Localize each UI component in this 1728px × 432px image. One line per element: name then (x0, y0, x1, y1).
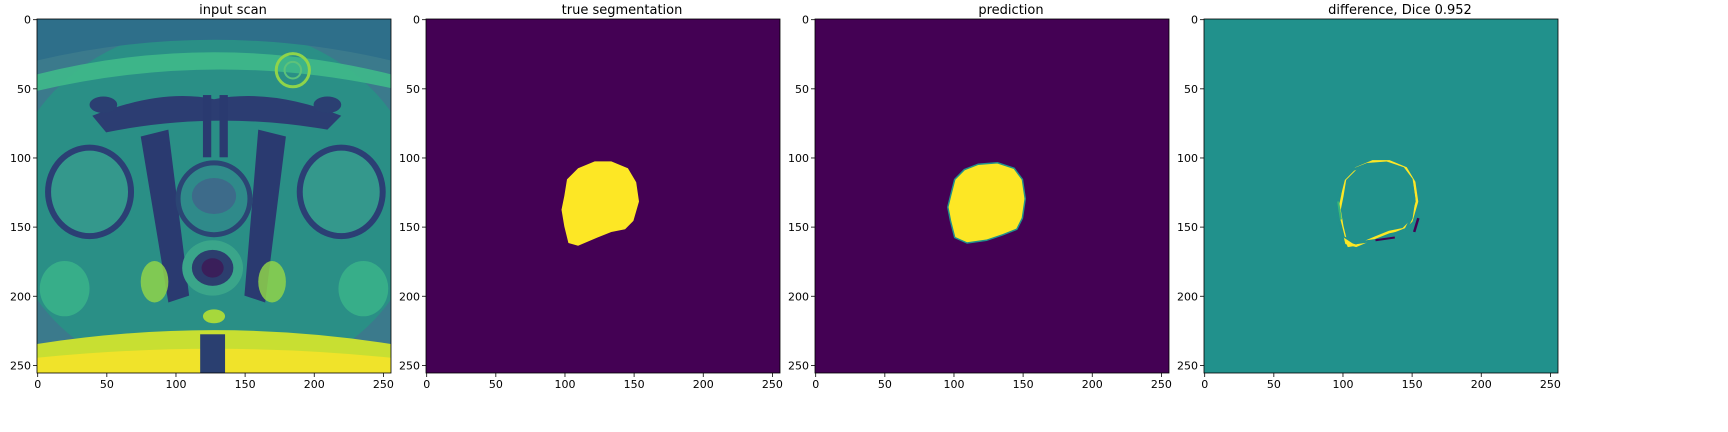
x-tick-label: 50 (878, 378, 892, 391)
x-tick-label: 0 (423, 378, 430, 391)
panel-true-segmentation: true segmentation 0 0 50 50 100 100 150 150 200 2… (389, 0, 819, 432)
y-tick-label: 50 (17, 83, 31, 96)
plot-svg: 0 0 50 50 100 100 150 150 200 200 250 250 (788, 14, 1172, 391)
y-tick-label: 0 (1191, 14, 1198, 27)
x-tick-label: 100 (943, 378, 964, 391)
false-negative-region (1343, 237, 1357, 248)
x-tick-label: 100 (1332, 378, 1353, 391)
panel-prediction: prediction 0 0 50 50 100 100 150 150 200 200 250 25… (778, 0, 1208, 432)
y-tick-label: 150 (399, 221, 420, 234)
y-tick-label: 150 (1177, 221, 1198, 234)
difference-background (1204, 19, 1558, 373)
x-tick-label: 150 (235, 378, 256, 391)
panel-difference: difference, Dice 0.952 0 0 50 50 100 100 150 15… (1167, 0, 1597, 432)
y-tick-label: 0 (802, 14, 809, 27)
y-tick-label: 150 (788, 221, 809, 234)
y-tick-label: 250 (10, 359, 31, 372)
x-tick-label: 150 (1013, 378, 1034, 391)
x-tick-label: 50 (1267, 378, 1281, 391)
plot-frame (425, 18, 781, 374)
x-tick-label: 50 (100, 378, 114, 391)
y-tick-label: 250 (399, 359, 420, 372)
plot-svg: 0 0 50 50 100 100 150 150 200 200 250 250 (1177, 14, 1561, 391)
x-tick-label: 100 (165, 378, 186, 391)
false-positive-segment (1412, 217, 1420, 233)
x-tick-label: 200 (693, 378, 714, 391)
plot-frame (1203, 18, 1559, 374)
y-tick-label: 100 (10, 152, 31, 165)
y-tick-label: 150 (10, 221, 31, 234)
panel-title: difference, Dice 0.952 (1328, 3, 1472, 18)
y-tick-label: 250 (1177, 359, 1198, 372)
x-tick-label: 250 (373, 378, 394, 391)
panel-title: input scan (199, 3, 267, 18)
plot-svg: 0 0 50 50 100 100 150 150 200 200 250 250 (399, 14, 783, 391)
y-tick-label: 200 (399, 290, 420, 303)
x-tick-label: 250 (1540, 378, 1561, 391)
x-tick-label: 100 (554, 378, 575, 391)
x-tick-label: 0 (34, 378, 41, 391)
x-tick-label: 150 (1402, 378, 1423, 391)
y-tick-label: 100 (1177, 152, 1198, 165)
y-tick-label: 50 (1184, 83, 1198, 96)
y-tick-label: 200 (10, 290, 31, 303)
x-tick-label: 200 (304, 378, 325, 391)
overlap-ring (1335, 161, 1416, 245)
x-tick-label: 200 (1082, 378, 1103, 391)
y-tick-label: 250 (788, 359, 809, 372)
x-tick-label: 200 (1471, 378, 1492, 391)
false-positive-segment (1375, 236, 1395, 242)
panel-title: prediction (978, 3, 1044, 18)
plot-svg: 0 0 50 50 100 100 150 150 200 200 250 250 (10, 14, 394, 391)
panel-title: true segmentation (561, 3, 683, 18)
plot-frame (36, 18, 392, 374)
plot-frame (814, 18, 1170, 374)
x-tick-label: 0 (812, 378, 819, 391)
y-tick-label: 50 (795, 83, 809, 96)
x-tick-label: 250 (1151, 378, 1172, 391)
y-tick-label: 0 (413, 14, 420, 27)
y-tick-label: 100 (399, 152, 420, 165)
y-tick-label: 100 (788, 152, 809, 165)
x-tick-label: 150 (624, 378, 645, 391)
segmentation-region (947, 162, 1026, 244)
x-tick-label: 0 (1201, 378, 1208, 391)
mri-image (37, 19, 391, 373)
segmentation-region (561, 161, 639, 246)
y-tick-label: 200 (788, 290, 809, 303)
y-tick-label: 50 (406, 83, 420, 96)
panel-input-scan: input scan 0 0 50 50 100 100 150 150 200 200 250 25… (0, 0, 430, 432)
x-tick-label: 50 (489, 378, 503, 391)
x-tick-label: 250 (762, 378, 783, 391)
partial-boundary (1337, 201, 1342, 220)
y-tick-label: 0 (24, 14, 31, 27)
y-tick-label: 200 (1177, 290, 1198, 303)
